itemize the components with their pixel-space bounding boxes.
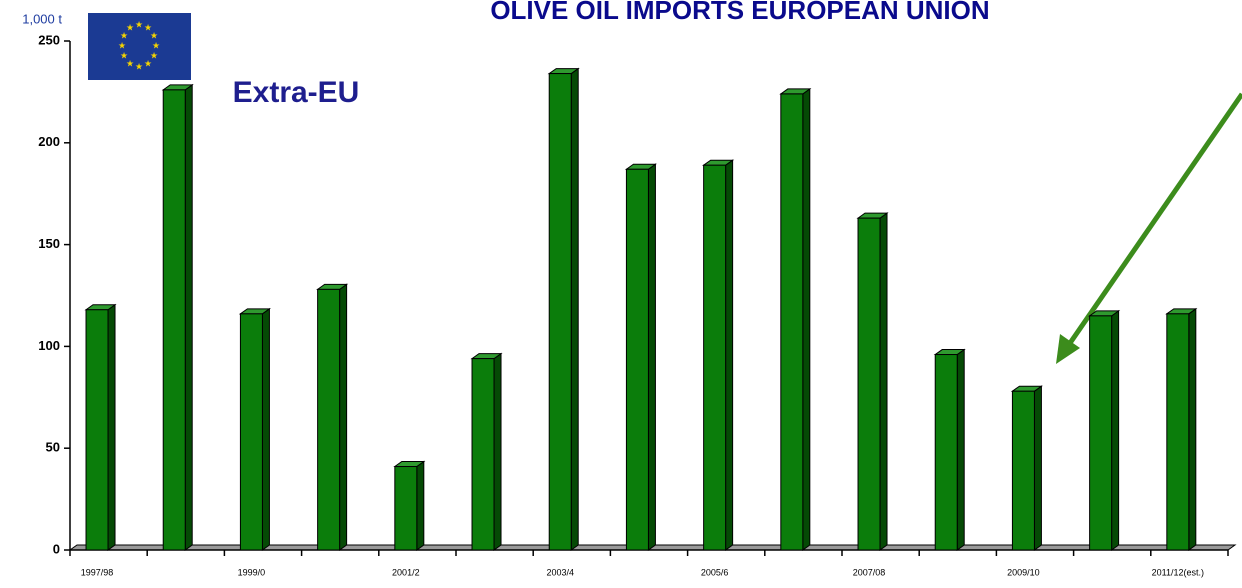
bar-side — [416, 460, 425, 551]
x-tick-label: 2005/6 — [701, 567, 729, 577]
bar-side — [1188, 307, 1197, 551]
bar — [934, 354, 958, 551]
svg-text:★: ★ — [135, 61, 143, 71]
y-tick-label: 50 — [46, 440, 60, 455]
svg-text:★: ★ — [118, 40, 126, 50]
chart-title: OLIVE OIL IMPORTS EUROPEAN UNION — [490, 0, 989, 25]
svg-text:★: ★ — [120, 50, 128, 60]
bar — [1166, 313, 1190, 551]
y-tick-label: 0 — [53, 541, 60, 556]
bar — [317, 288, 341, 551]
bar-side — [184, 83, 193, 551]
bar — [1011, 390, 1035, 551]
bar — [780, 93, 804, 551]
x-tick-label: 2007/08 — [853, 567, 886, 577]
bar-side — [339, 283, 348, 551]
bar-side — [493, 352, 502, 551]
bar — [625, 168, 649, 551]
svg-text:★: ★ — [120, 30, 128, 40]
svg-text:★: ★ — [152, 40, 160, 50]
svg-text:★: ★ — [126, 58, 134, 68]
bar-side — [725, 159, 734, 551]
x-tick-label: 2011/12(est.) — [1152, 567, 1204, 577]
bar — [548, 73, 572, 551]
x-tick-label: 2003/4 — [546, 567, 574, 577]
bar-side — [879, 212, 888, 551]
bar-side — [570, 67, 579, 551]
svg-text:★: ★ — [144, 58, 152, 68]
x-tick-label: 2001/2 — [392, 567, 420, 577]
bar — [162, 89, 186, 551]
bar — [85, 309, 109, 551]
bar-side — [1111, 309, 1120, 551]
bar — [857, 217, 881, 551]
bar-side — [1033, 385, 1042, 551]
svg-text:★: ★ — [126, 22, 134, 32]
unit-label: 1,000 t — [22, 11, 62, 26]
y-tick-label: 100 — [38, 338, 60, 353]
bar-side — [107, 303, 116, 551]
svg-text:★: ★ — [144, 22, 152, 32]
bar — [239, 313, 263, 551]
x-tick-label: 1997/98 — [81, 567, 114, 577]
arrow — [1056, 92, 1242, 364]
bar — [471, 358, 495, 551]
bar-side — [261, 307, 270, 551]
svg-text:★: ★ — [150, 30, 158, 40]
y-tick-label: 200 — [38, 134, 60, 149]
annotation: Extra-EU — [233, 76, 360, 109]
x-tick-label: 2009/10 — [1007, 567, 1040, 577]
bar — [394, 466, 418, 551]
svg-text:★: ★ — [135, 19, 143, 29]
eu-flag: ★ ★★★ ★★★★ ★★★★ — [88, 13, 191, 80]
y-tick-label: 150 — [38, 236, 60, 251]
x-tick-label: 1999/0 — [238, 567, 266, 577]
bar-side — [956, 348, 965, 551]
svg-text:★: ★ — [150, 50, 158, 60]
bar — [703, 164, 727, 551]
bar — [1089, 315, 1113, 551]
bar-side — [647, 163, 656, 551]
y-tick-label: 250 — [38, 32, 60, 47]
bar-side — [802, 87, 811, 551]
